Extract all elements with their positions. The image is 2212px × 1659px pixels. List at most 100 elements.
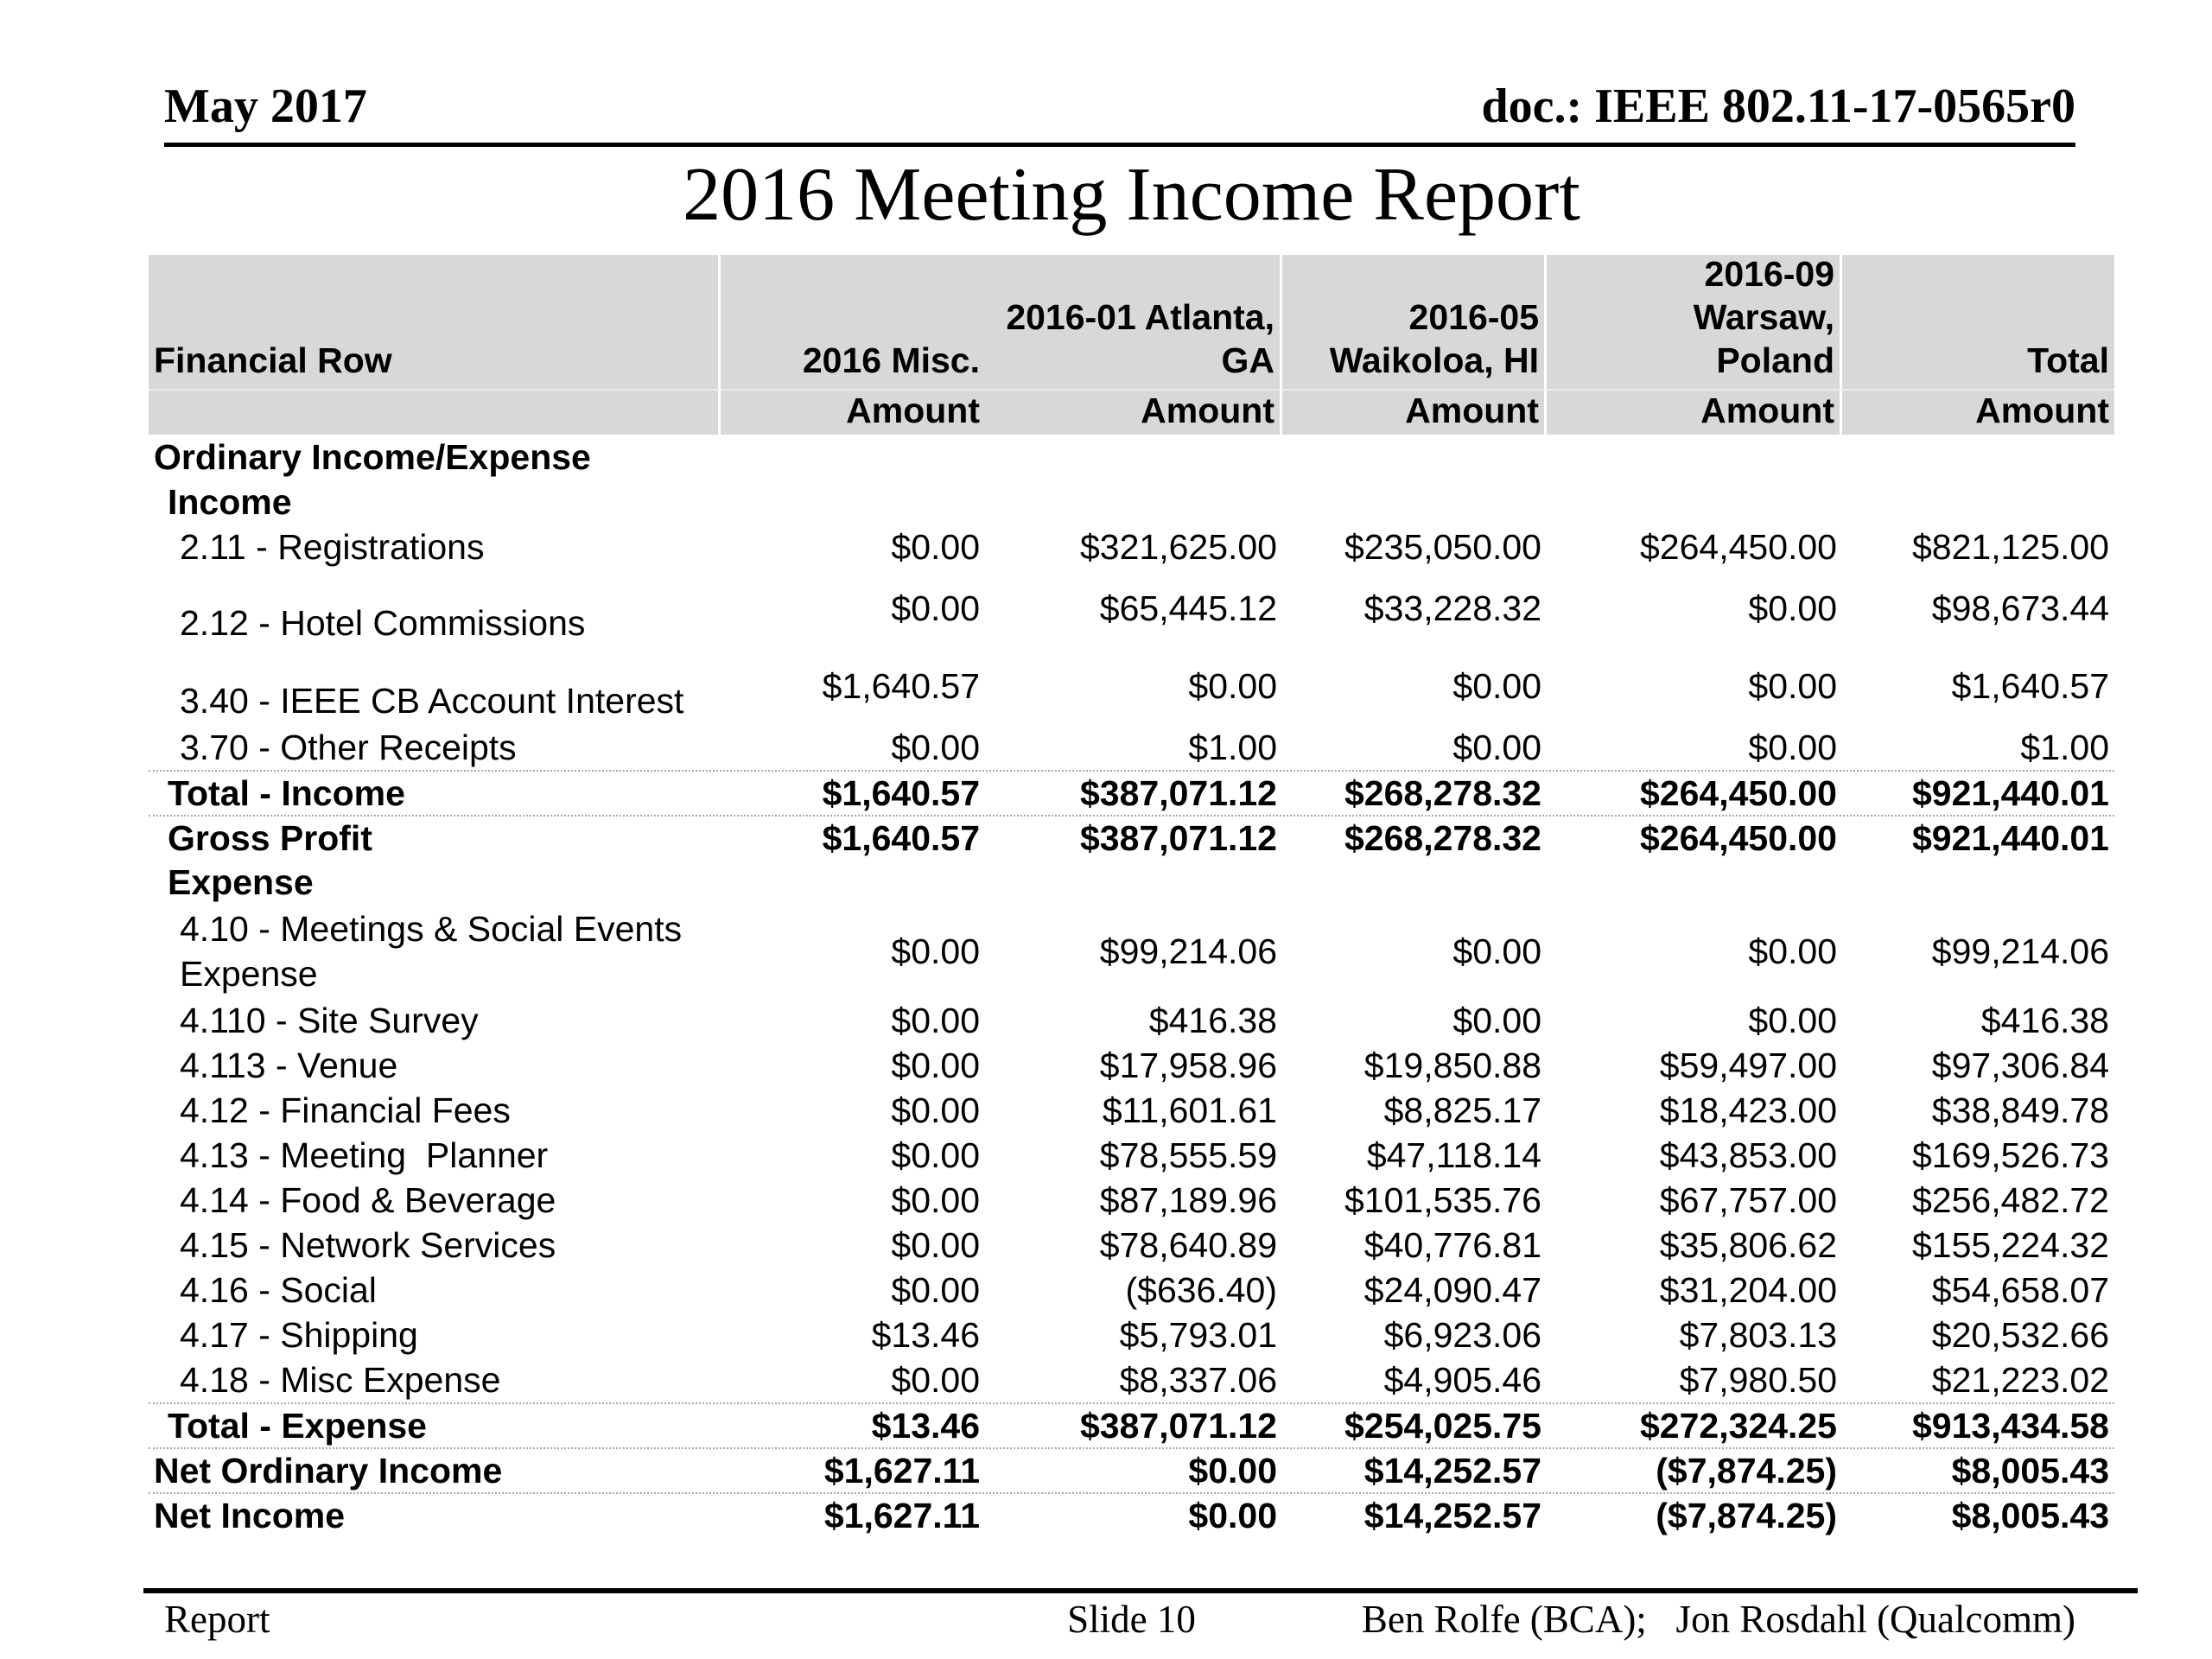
cell-value: $47,118.14 [1366, 1135, 1541, 1175]
cell-value: $97,306.84 [1931, 1045, 2109, 1085]
footer-left-text: Report [164, 1598, 270, 1641]
cell-value: $0.00 [891, 1179, 980, 1220]
cell-value: $0.00 [891, 931, 980, 971]
cell-value: $35,806.62 [1659, 1224, 1837, 1265]
cell-value: $0.00 [1748, 727, 1837, 767]
col-header-label-line: 2016-05 [1408, 297, 1539, 337]
col-header-label: Total [2027, 340, 2109, 380]
row-label: Total - Income [168, 772, 405, 813]
cell-value: $0.00 [1452, 665, 1541, 706]
cell-value [985, 480, 1282, 524]
page-title: 2016 Meeting Income Report [683, 153, 1580, 237]
cell-value: $921,440.01 [1911, 817, 2109, 858]
cell-value: $19,850.88 [1363, 1045, 1541, 1085]
cell-value: $0.00 [891, 1000, 980, 1040]
cell-value: $98,673.44 [1931, 588, 2109, 628]
col-header-total: Total [1842, 255, 2114, 391]
cell-value: $40,776.81 [1363, 1224, 1541, 1265]
cell-value: $0.00 [1188, 1450, 1277, 1491]
cell-value: $1.00 [1188, 727, 1277, 767]
table-row: Total - Expense $13.46 $387,071.12 $254,025… [149, 1402, 2114, 1447]
cell-value: $65,445.12 [1099, 588, 1277, 628]
cell-value: $38,849.78 [1931, 1090, 2109, 1130]
table-row: 3.40 - IEEE CB Account Interest $1,640.57… [149, 647, 2114, 725]
cell-value: $1,627.11 [823, 1495, 980, 1535]
col-header-2016-misc: 2016 Misc. [721, 255, 985, 391]
cell-value: $0.00 [1452, 1000, 1541, 1040]
table-body: Ordinary Income/Expense Income 2.11 - Regi… [149, 435, 2114, 1537]
cell-value: $155,224.32 [1911, 1224, 2109, 1265]
table-row: 3.70 - Other Receipts $0.00 $1.00 $0.00 $0.0… [149, 725, 2114, 770]
row-label: 4.110 - Site Survey [180, 1000, 479, 1040]
cell-value [1282, 435, 1547, 480]
table-row: Income [149, 480, 2114, 524]
row-label: 4.13 - Meeting Planner [180, 1135, 549, 1175]
cell-value: $8,005.43 [1951, 1450, 2109, 1491]
row-label: Gross Profit [168, 817, 372, 858]
cell-value: $14,252.57 [1363, 1450, 1541, 1491]
table-row: Ordinary Income/Expense [149, 435, 2114, 480]
col-header-label-line: Poland [1716, 340, 1834, 380]
table-row: Total - Income $1,640.57 $387,071.12 $268,2… [149, 770, 2114, 815]
cell-value: $78,555.59 [1099, 1135, 1277, 1175]
table-row: 4.18 - Misc Expense $0.00 $8,337.06 $4,905.… [149, 1357, 2114, 1402]
cell-value: $0.00 [891, 526, 980, 567]
table-row: 4.15 - Network Services $0.00 $78,640.89 $4… [149, 1223, 2114, 1268]
col-header-label-line: Waikoloa, HI [1329, 340, 1539, 380]
table-row: 2.11 - Registrations $0.00 $321,625.00 $235… [149, 524, 2114, 569]
cell-value: $921,440.01 [1911, 772, 2109, 813]
col-subheader-amount: Amount [985, 391, 1282, 435]
table-row: 4.12 - Financial Fees $0.00 $11,601.61 $8,8… [149, 1088, 2114, 1133]
row-label: 2.11 - Registrations [180, 526, 485, 567]
cell-value: $13.46 [871, 1405, 980, 1446]
table-row: 4.110 - Site Survey $0.00 $416.38 $0.00 $0.0… [149, 998, 2114, 1043]
cell-value: $43,853.00 [1659, 1135, 1837, 1175]
cell-value: $18,423.00 [1659, 1090, 1837, 1130]
cell-value: $11,601.61 [1102, 1090, 1277, 1130]
header-date: May 2017 [164, 79, 367, 133]
cell-value: $264,450.00 [1639, 772, 1837, 813]
cell-value: $31,204.00 [1659, 1269, 1837, 1310]
table-row: 4.13 - Meeting Planner $0.00 $78,555.59 $47… [149, 1133, 2114, 1178]
cell-value [1282, 860, 1547, 905]
cell-value: $6,923.06 [1383, 1314, 1541, 1355]
col-subheader-amount: Amount [1975, 391, 2109, 430]
cell-value: $0.00 [891, 1135, 980, 1175]
cell-value: $264,450.00 [1639, 526, 1837, 567]
cell-value: $0.00 [891, 1224, 980, 1265]
col-header-financial-row: Financial Row [149, 255, 721, 391]
cell-value: $1.00 [2020, 727, 2109, 767]
row-label: 4.14 - Food & Beverage [180, 1179, 556, 1220]
cell-value: $254,025.75 [1344, 1405, 1541, 1446]
table-row: Net Ordinary Income $1,627.11 $0.00 $14,252… [149, 1447, 2114, 1492]
cell-value [1842, 435, 2114, 480]
table-row: Expense [149, 860, 2114, 905]
cell-value: $8,825.17 [1383, 1090, 1541, 1130]
cell-value [721, 435, 985, 480]
row-label: 4.16 - Social [180, 1269, 377, 1310]
cell-value: $169,526.73 [1911, 1135, 2109, 1175]
col-header-label: 2016 Misc. [802, 340, 980, 380]
row-label: 4.12 - Financial Fees [180, 1090, 511, 1130]
row-label: Ordinary Income/Expense [154, 436, 591, 477]
cell-value: $0.00 [891, 1045, 980, 1085]
cell-value: $67,757.00 [1659, 1179, 1837, 1220]
cell-value: $0.00 [1188, 665, 1277, 706]
cell-value [1842, 480, 2114, 524]
cell-value: $1,640.57 [822, 817, 980, 858]
cell-value: $0.00 [1748, 665, 1837, 706]
cell-value: $0.00 [1748, 1000, 1837, 1040]
row-label: 4.10 - Meetings & Social Events Expense [180, 909, 692, 994]
cell-value: $0.00 [891, 1090, 980, 1130]
table-row: Net Income $1,627.11 $0.00 $14,252.57 ($7,87… [149, 1492, 2114, 1537]
footer-authors: Ben Rolfe (BCA); Jon Rosdahl (Qualcomm) [1361, 1598, 2075, 1641]
row-label: 3.70 - Other Receipts [180, 727, 517, 767]
header-doc-number: doc.: IEEE 802.11-17-0565r0 [1481, 79, 2075, 133]
cell-value: $387,071.12 [1079, 817, 1277, 858]
header-rule [164, 143, 2075, 147]
cell-value: $0.00 [1188, 1495, 1277, 1535]
row-label: Expense [168, 861, 314, 902]
cell-value: $87,189.96 [1099, 1179, 1277, 1220]
cell-value [1282, 480, 1547, 524]
